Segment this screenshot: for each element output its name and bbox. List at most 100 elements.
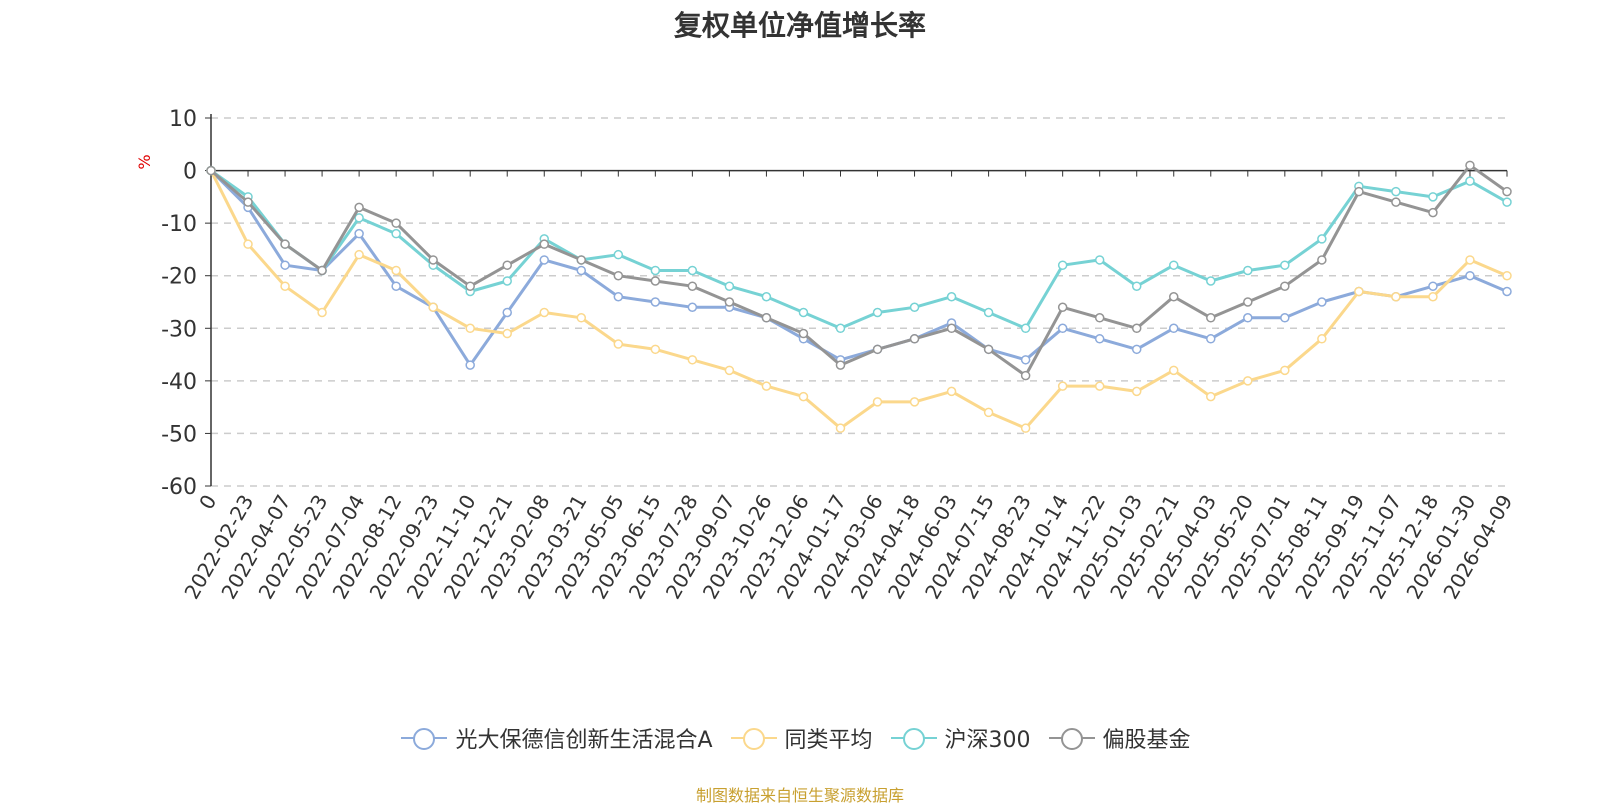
data-point-fund (539, 255, 550, 265)
y-tick-label: -30 (161, 317, 197, 342)
data-point-equity-fund (1168, 291, 1179, 302)
data-point-equity-fund (872, 344, 883, 355)
data-point-equity-fund (835, 360, 846, 370)
data-point-csi300 (1168, 260, 1179, 270)
y-tick-label: -60 (161, 475, 197, 500)
data-point-csi300 (946, 291, 957, 302)
data-point-peer-average (317, 307, 327, 318)
legend-item-peer-average[interactable]: 同类平均 (730, 722, 873, 754)
data-point-equity-fund (206, 165, 216, 176)
data-point-csi300 (1465, 176, 1475, 186)
data-point-csi300 (1280, 260, 1290, 270)
data-point-csi300 (391, 228, 401, 239)
axis-layer: 100-10-20-30-40-50-6002022-02-232022-04-… (161, 107, 1517, 603)
data-point-peer-average (650, 344, 661, 355)
data-point-peer-average (798, 391, 809, 402)
data-point-equity-fund (317, 265, 327, 276)
data-point-equity-fund (650, 276, 661, 286)
data-point-equity-fund (798, 328, 809, 339)
data-point-fund (280, 260, 290, 270)
data-point-fund (502, 307, 512, 318)
data-point-fund (687, 302, 698, 313)
data-point-equity-fund (761, 313, 772, 323)
data-point-fund (613, 291, 624, 302)
y-tick-label: 10 (169, 107, 197, 132)
data-point-equity-fund (946, 323, 957, 334)
data-point-equity-fund (724, 297, 735, 307)
data-point-fund (1502, 286, 1512, 297)
data-point-peer-average (835, 423, 846, 433)
data-point-peer-average (539, 307, 550, 318)
data-point-peer-average (1057, 381, 1068, 391)
data-point-equity-fund (1020, 370, 1031, 381)
data-point-peer-average (946, 386, 957, 397)
data-point-peer-average (1168, 365, 1179, 376)
data-point-csi300 (761, 291, 772, 302)
data-point-peer-average (687, 355, 698, 365)
data-point-csi300 (354, 213, 364, 223)
data-point-fund (1317, 297, 1327, 307)
data-point-csi300 (1317, 234, 1327, 244)
legend-item-csi300[interactable]: 沪深300 (890, 722, 1031, 754)
data-point-equity-fund (613, 270, 624, 281)
data-point-equity-fund (1502, 186, 1512, 197)
data-point-fund (1020, 355, 1031, 365)
legend-label-equity-fund: 偏股基金 (1102, 728, 1191, 753)
y-tick-label: -10 (161, 212, 197, 237)
legend-swatch-peer-average-icon (730, 728, 777, 750)
series-line-equity-fund (209, 163, 1509, 378)
data-point-csi300 (1428, 192, 1438, 202)
chart-title: 复权单位净值增长率 (673, 9, 926, 42)
data-point-csi300 (613, 249, 624, 260)
data-point-equity-fund (243, 197, 253, 207)
data-point-equity-fund (354, 202, 364, 213)
data-point-csi300 (1057, 260, 1068, 270)
data-point-csi300 (650, 265, 661, 276)
data-point-peer-average (613, 339, 624, 349)
data-point-fund (391, 281, 401, 291)
data-point-fund (465, 360, 475, 370)
y-axis-unit-label: % (135, 154, 154, 169)
data-point-fund (1131, 344, 1142, 355)
data-point-peer-average (1428, 291, 1438, 302)
series-layer (206, 160, 1512, 433)
legend-label-csi300: 沪深300 (944, 728, 1031, 753)
data-point-fund (1280, 313, 1290, 323)
data-point-peer-average (1317, 334, 1327, 344)
data-point-csi300 (1391, 186, 1401, 197)
legend-item-equity-fund[interactable]: 偏股基金 (1048, 722, 1191, 754)
data-point-equity-fund (1131, 323, 1142, 334)
data-point-peer-average (243, 239, 253, 249)
data-point-equity-fund (280, 239, 290, 249)
data-point-csi300 (909, 302, 920, 313)
data-point-fund (650, 297, 661, 307)
data-point-csi300 (983, 307, 994, 318)
legend-label-fund: 光大保德信创新生活混合A (455, 728, 713, 753)
data-point-csi300 (502, 276, 512, 286)
series-line-csi300 (209, 169, 1509, 330)
data-point-equity-fund (539, 239, 550, 249)
data-point-peer-average (354, 249, 364, 260)
data-point-csi300 (1094, 255, 1105, 265)
data-point-fund (1243, 313, 1253, 323)
data-point-csi300 (1502, 197, 1512, 207)
legend-swatch-equity-fund-icon (1048, 728, 1095, 750)
legend-item-fund[interactable]: 光大保德信创新生活混合A (401, 722, 713, 754)
data-point-peer-average (502, 328, 512, 339)
data-point-equity-fund (1057, 302, 1068, 313)
data-point-fund (1465, 270, 1475, 281)
y-tick-label: -20 (161, 265, 197, 290)
data-point-peer-average (1020, 423, 1031, 433)
data-point-equity-fund (428, 255, 438, 265)
data-point-equity-fund (1428, 207, 1438, 218)
data-point-equity-fund (1391, 197, 1401, 207)
data-point-peer-average (1502, 270, 1512, 281)
data-point-peer-average (724, 365, 735, 376)
data-point-equity-fund (1094, 313, 1105, 323)
data-point-equity-fund (1354, 186, 1364, 197)
data-point-fund (1168, 323, 1179, 334)
data-point-peer-average (1280, 365, 1290, 376)
data-point-fund (1057, 323, 1068, 334)
data-point-csi300 (1131, 281, 1142, 291)
